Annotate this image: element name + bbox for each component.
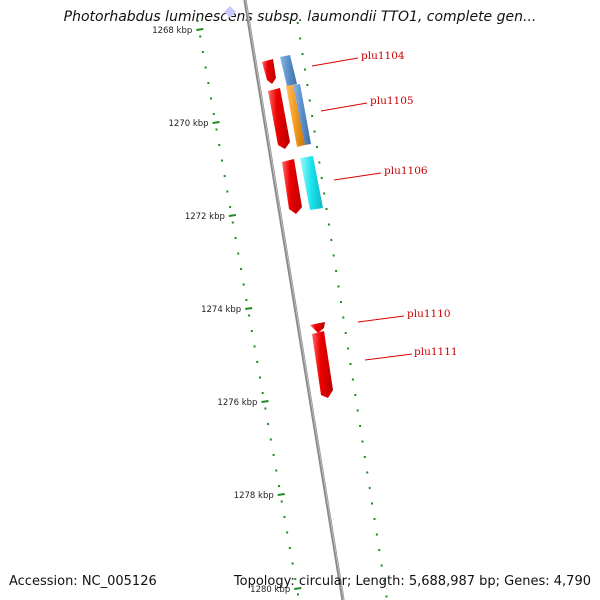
cds-plu1105-orange <box>286 85 305 147</box>
kbp-major-tick <box>196 28 204 31</box>
map-title: Photorhabdus luminescens subsp. laumondi… <box>63 9 537 25</box>
gene-plu1110[interactable] <box>310 322 325 333</box>
gene-label-plu1104[interactable]: plu1104 <box>361 50 405 62</box>
cds-plu1105-blue <box>293 84 311 145</box>
cds-plu1105-red <box>268 88 290 149</box>
gene-plu1104[interactable] <box>262 55 297 86</box>
kbp-major-tick <box>294 587 302 590</box>
genome-backbone <box>243 0 345 600</box>
cds-plu1104-blue <box>280 55 297 86</box>
kbp-tick-label: 1270 kbp <box>169 119 209 129</box>
kbp-tick-label: 1272 kbp <box>185 212 225 222</box>
outer-tick-track <box>296 21 388 598</box>
kbp-major-tick <box>261 400 269 403</box>
position-marker <box>224 6 236 18</box>
inner-tick-track <box>196 19 300 596</box>
gene-plu1105[interactable] <box>268 84 311 149</box>
callout-line-plu1104 <box>311 57 359 67</box>
topology-summary: Topology: circular; Length: 5,688,987 bp… <box>233 574 591 589</box>
cds-plu1111 <box>312 331 333 398</box>
kbp-major-tick <box>228 214 237 217</box>
kbp-tick-label: 1276 kbp <box>217 398 257 408</box>
cds-plu1110 <box>310 322 325 333</box>
callout-line-plu1105 <box>320 102 368 112</box>
gene-label-plu1106[interactable]: plu1106 <box>384 165 428 177</box>
gene-label-plu1111[interactable]: plu1111 <box>414 346 458 358</box>
gene-plu1111[interactable] <box>312 331 333 398</box>
kbp-labels: 1268 kbp 1270 kbp 1272 kbp 1274 kbp 1276 kbp… <box>152 26 302 595</box>
gene-label-plu1110[interactable]: plu1110 <box>407 308 451 320</box>
gene-plu1106[interactable] <box>282 156 323 214</box>
kbp-major-tick <box>277 493 285 496</box>
cds-plu1104-red <box>262 59 276 84</box>
gene-label-plu1105[interactable]: plu1105 <box>370 95 414 107</box>
callout-line-plu1110 <box>357 315 405 323</box>
accession-text: Accession: NC_005126 <box>9 574 157 589</box>
cds-plu1106-cyan <box>300 156 323 210</box>
kbp-tick-label: 1280 kbp <box>250 585 290 595</box>
callout-line-plu1106 <box>333 172 382 181</box>
kbp-tick-label: 1278 kbp <box>234 491 274 501</box>
callout-line-plu1111 <box>364 353 413 361</box>
cds-plu1106-red <box>282 159 302 214</box>
kbp-major-tick <box>245 307 253 310</box>
kbp-tick-label: 1274 kbp <box>201 305 241 315</box>
kbp-major-tick <box>212 121 220 124</box>
backbone-highlight <box>245 0 344 600</box>
kbp-tick-label: 1268 kbp <box>152 26 192 36</box>
